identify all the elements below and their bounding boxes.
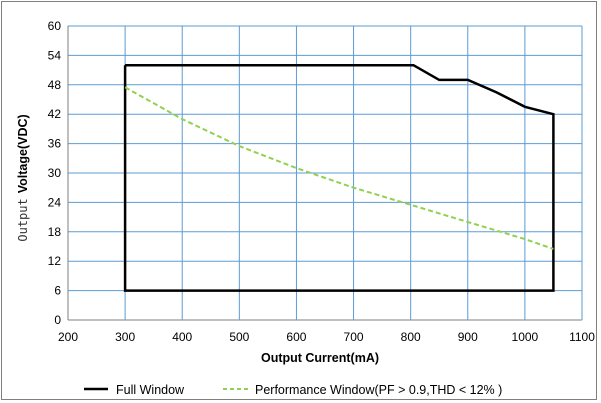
x-tick-label: 200 — [58, 330, 78, 344]
x-tick-label: 800 — [401, 330, 421, 344]
y-tick-label: 60 — [48, 19, 62, 33]
y-tick-label: 24 — [48, 195, 62, 209]
y-tick-label: 30 — [48, 166, 62, 180]
x-tick-label: 300 — [115, 330, 135, 344]
y-tick-label: 6 — [54, 284, 61, 298]
x-tick-labels: 200 300 400 500 600 700 800 900 1000 1100 — [58, 330, 595, 344]
x-tick-label: 600 — [286, 330, 306, 344]
series-line-full-window — [123, 63, 555, 292]
y-tick-labels: 0 6 12 18 24 30 36 42 48 54 60 — [48, 19, 62, 327]
legend-label-performance-window: Performance Window(PF > 0.9,THD < 12% ) — [255, 383, 502, 397]
x-tick-label: 1100 — [569, 330, 595, 344]
legend: Full Window Performance Window(PF > 0.9,… — [84, 383, 502, 397]
x-tick-label: 500 — [229, 330, 249, 344]
x-axis-title: Output Current(mA) — [261, 351, 379, 365]
y-axis-title-main: Voltage(VDC) — [16, 114, 30, 193]
y-tick-label: 36 — [48, 137, 62, 151]
y-axis-title-prefix: Output — [16, 198, 30, 241]
y-tick-label: 12 — [48, 254, 62, 268]
legend-label-full-window: Full Window — [116, 383, 185, 397]
grid-lines — [67, 25, 583, 321]
y-tick-label: 18 — [48, 225, 62, 239]
y-axis-title: Output Voltage(VDC) — [16, 114, 30, 241]
y-tick-label: 48 — [48, 78, 62, 92]
y-tick-label: 42 — [48, 107, 62, 121]
y-tick-label: 54 — [48, 48, 62, 62]
series-lines — [123, 63, 555, 292]
x-tick-label: 400 — [172, 330, 192, 344]
x-tick-label: 1000 — [512, 330, 539, 344]
y-tick-label: 0 — [54, 313, 61, 327]
series-line-performance-window — [124, 86, 554, 250]
x-tick-label: 700 — [344, 330, 364, 344]
x-tick-label: 900 — [458, 330, 478, 344]
